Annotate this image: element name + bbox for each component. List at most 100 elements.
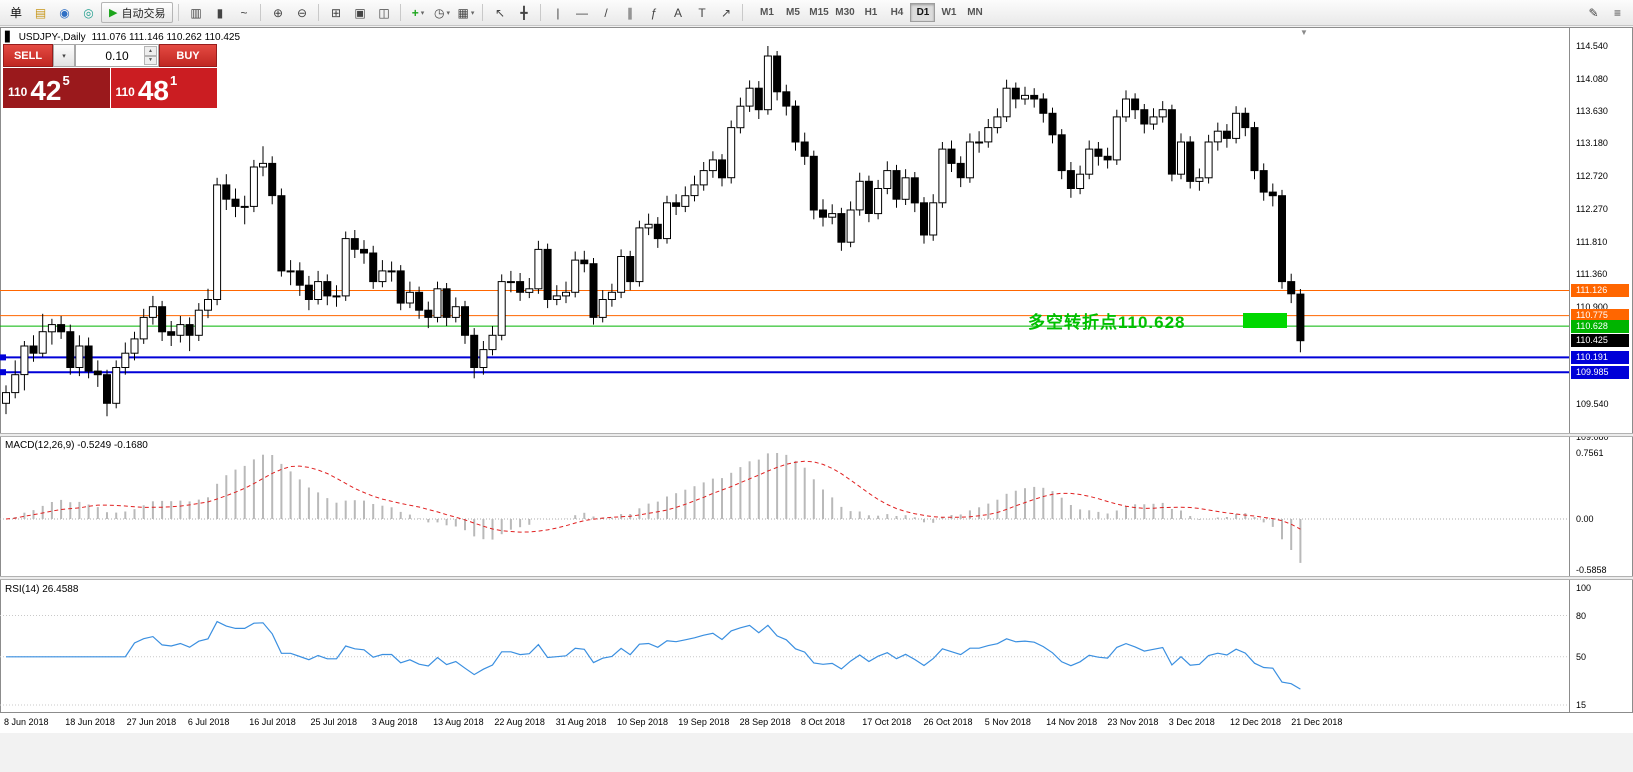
price-tag: 110.191: [1571, 350, 1629, 364]
chevron-down-icon: ▾: [420, 9, 425, 17]
time-axis-label: 18 Jun 2018: [65, 717, 115, 727]
chart-shift-marker[interactable]: ▼: [1300, 28, 1308, 37]
clock-icon: ◷: [433, 5, 445, 20]
crosshair-icon: ╋: [520, 5, 528, 20]
autotrading-button[interactable]: ▶ 自动交易: [101, 2, 174, 23]
buy-button[interactable]: BUY: [159, 44, 217, 67]
volume-spinner: ▲ ▼: [144, 46, 157, 65]
vertical-line-button[interactable]: |: [546, 2, 569, 23]
channel-icon: ∥: [626, 5, 633, 20]
chart-candles-button[interactable]: ▮: [208, 2, 231, 23]
volume-increase-button[interactable]: ▲: [144, 46, 157, 56]
chart-title: ▋ USDJPY-,Daily 111.076 111.146 110.262 …: [5, 32, 240, 43]
time-axis-label: 22 Aug 2018: [494, 717, 545, 727]
price-scale-label: 109.080: [1576, 432, 1609, 442]
tile-windows-icon: ⊞: [330, 5, 342, 20]
pane-separator[interactable]: [0, 576, 1633, 580]
time-axis-label: 19 Sep 2018: [678, 717, 730, 727]
price-scale-label: 114.080: [1576, 73, 1608, 84]
volume-decrease-button[interactable]: ▼: [144, 55, 157, 65]
community-button[interactable]: ◉: [53, 2, 76, 23]
price-scale-label: 111.360: [1576, 268, 1608, 279]
arrows-button[interactable]: ↗: [714, 2, 737, 23]
cascade-icon: ▣: [354, 5, 366, 20]
timeframe-button-D1[interactable]: D1: [910, 3, 936, 22]
time-axis-label: 12 Dec 2018: [1230, 717, 1282, 727]
price-scale-label: 110.900: [1576, 301, 1608, 312]
macd-scale-label: 0.00: [1576, 514, 1594, 524]
list-icon: ≡: [1613, 5, 1621, 20]
market-watch-button[interactable]: ▤: [29, 2, 52, 23]
toolbar-separator: [482, 4, 484, 21]
horizontal-line-icon: —: [575, 5, 588, 20]
tile-windows-button[interactable]: ⊞: [324, 2, 347, 23]
add-indicator-button[interactable]: + ▾: [406, 2, 429, 23]
timeframe-button-W1[interactable]: W1: [936, 3, 961, 22]
timeframe-button-M30[interactable]: M30: [832, 3, 857, 22]
chart-line-button[interactable]: ~: [232, 2, 255, 23]
crosshair-button[interactable]: ╋: [512, 2, 535, 23]
text-button[interactable]: A: [666, 2, 689, 23]
volume-field: ▲ ▼: [75, 44, 159, 67]
edit-button[interactable]: ✎: [1582, 2, 1605, 23]
order-type-dropdown[interactable]: ▾: [53, 44, 75, 67]
new-order-button[interactable]: 单: [4, 2, 28, 23]
zoom-out-button[interactable]: ⊖: [290, 2, 313, 23]
chart-bars-button[interactable]: ▥: [184, 2, 207, 23]
time-axis[interactable]: 8 Jun 2018 18 Jun 2018 27 Jun 2018 6 Jul 20…: [0, 712, 1633, 733]
bar-chart-icon: ▥: [190, 5, 202, 20]
time-axis-label: 14 Nov 2018: [1046, 717, 1098, 727]
time-axis-label: 13 Aug 2018: [433, 717, 484, 727]
pivot-annotation-rectangle: [1243, 313, 1287, 328]
buy-price-tile[interactable]: 110 48 1: [110, 68, 217, 108]
cascade-windows-button[interactable]: ▣: [348, 2, 371, 23]
timeframe-group: M1 M5 M15 M30 H1 H4 D1 W1 MN: [754, 3, 987, 22]
quick-list-button[interactable]: ≡: [1606, 2, 1629, 23]
rsi-scale-label: 80: [1576, 610, 1587, 621]
fibonacci-button[interactable]: ƒ: [642, 2, 665, 23]
rsi-scale-label: 15: [1576, 700, 1587, 710]
timeframe-button-H1[interactable]: H1: [858, 3, 883, 22]
pane-separator[interactable]: [0, 433, 1633, 437]
sell-price-big: 42: [30, 75, 62, 106]
timeframe-button-H4[interactable]: H4: [884, 3, 909, 22]
rsi-scale-label: 100: [1576, 583, 1592, 593]
time-axis-label: 5 Nov 2018: [984, 717, 1031, 727]
time-axis-label: 3 Aug 2018: [371, 717, 418, 727]
periods-button[interactable]: ◷ ▾: [430, 2, 453, 23]
horizontal-line-button[interactable]: —: [570, 2, 593, 23]
candlestick-icon: ▮: [216, 5, 224, 20]
price-tag: 109.985: [1571, 365, 1629, 379]
timeframe-button-M5[interactable]: M5: [780, 3, 805, 22]
sell-button[interactable]: SELL: [3, 44, 53, 67]
price-tag: 111.126: [1571, 284, 1629, 297]
cursor-button[interactable]: ↖: [488, 2, 511, 23]
pencil-icon: ✎: [1588, 5, 1599, 20]
tile-vertical-icon: ◫: [378, 5, 390, 20]
macd-indicator-label: MACD(12,26,9) -0.5249 -0.1680: [5, 440, 148, 451]
timeframe-button-M1[interactable]: M1: [754, 3, 779, 22]
timeframe-button-M15[interactable]: M15: [806, 3, 831, 22]
channel-button[interactable]: ∥: [618, 2, 641, 23]
volume-input[interactable]: [76, 45, 158, 66]
toolbar: 单 ▤ ◉ ◎ ▶ 自动交易 ▥ ▮ ~ ⊕ ⊖ ⊞ ▣ ◫ + ▾ ◷ ▾ ▦ ▾ ↖…: [0, 0, 1633, 26]
buy-price-prefix: 110: [115, 85, 135, 99]
tile-vertical-button[interactable]: ◫: [372, 2, 395, 23]
price-tag: 110.425: [1571, 334, 1629, 348]
sell-price-tile[interactable]: 110 42 5: [3, 68, 110, 108]
time-axis-label: 25 Jul 2018: [310, 717, 358, 727]
price-scale-label: 113.180: [1576, 138, 1608, 149]
templates-button[interactable]: ▦ ▾: [454, 2, 477, 23]
time-axis-label: 17 Oct 2018: [862, 717, 912, 727]
toolbar-separator: [178, 4, 180, 21]
cursor-icon: ↖: [494, 5, 506, 20]
trendline-button[interactable]: /: [594, 2, 617, 23]
chart-symbol: USDJPY-,Daily: [18, 32, 86, 43]
price-scale-label: 114.540: [1576, 41, 1608, 51]
price-scale[interactable]: 114.540 114.080 113.630 113.180 112.720 112.2…: [1569, 28, 1632, 712]
zoom-in-button[interactable]: ⊕: [266, 2, 289, 23]
text-label-button[interactable]: T: [690, 2, 713, 23]
search-button[interactable]: ◎: [77, 2, 100, 23]
timeframe-button-MN[interactable]: MN: [962, 3, 987, 22]
